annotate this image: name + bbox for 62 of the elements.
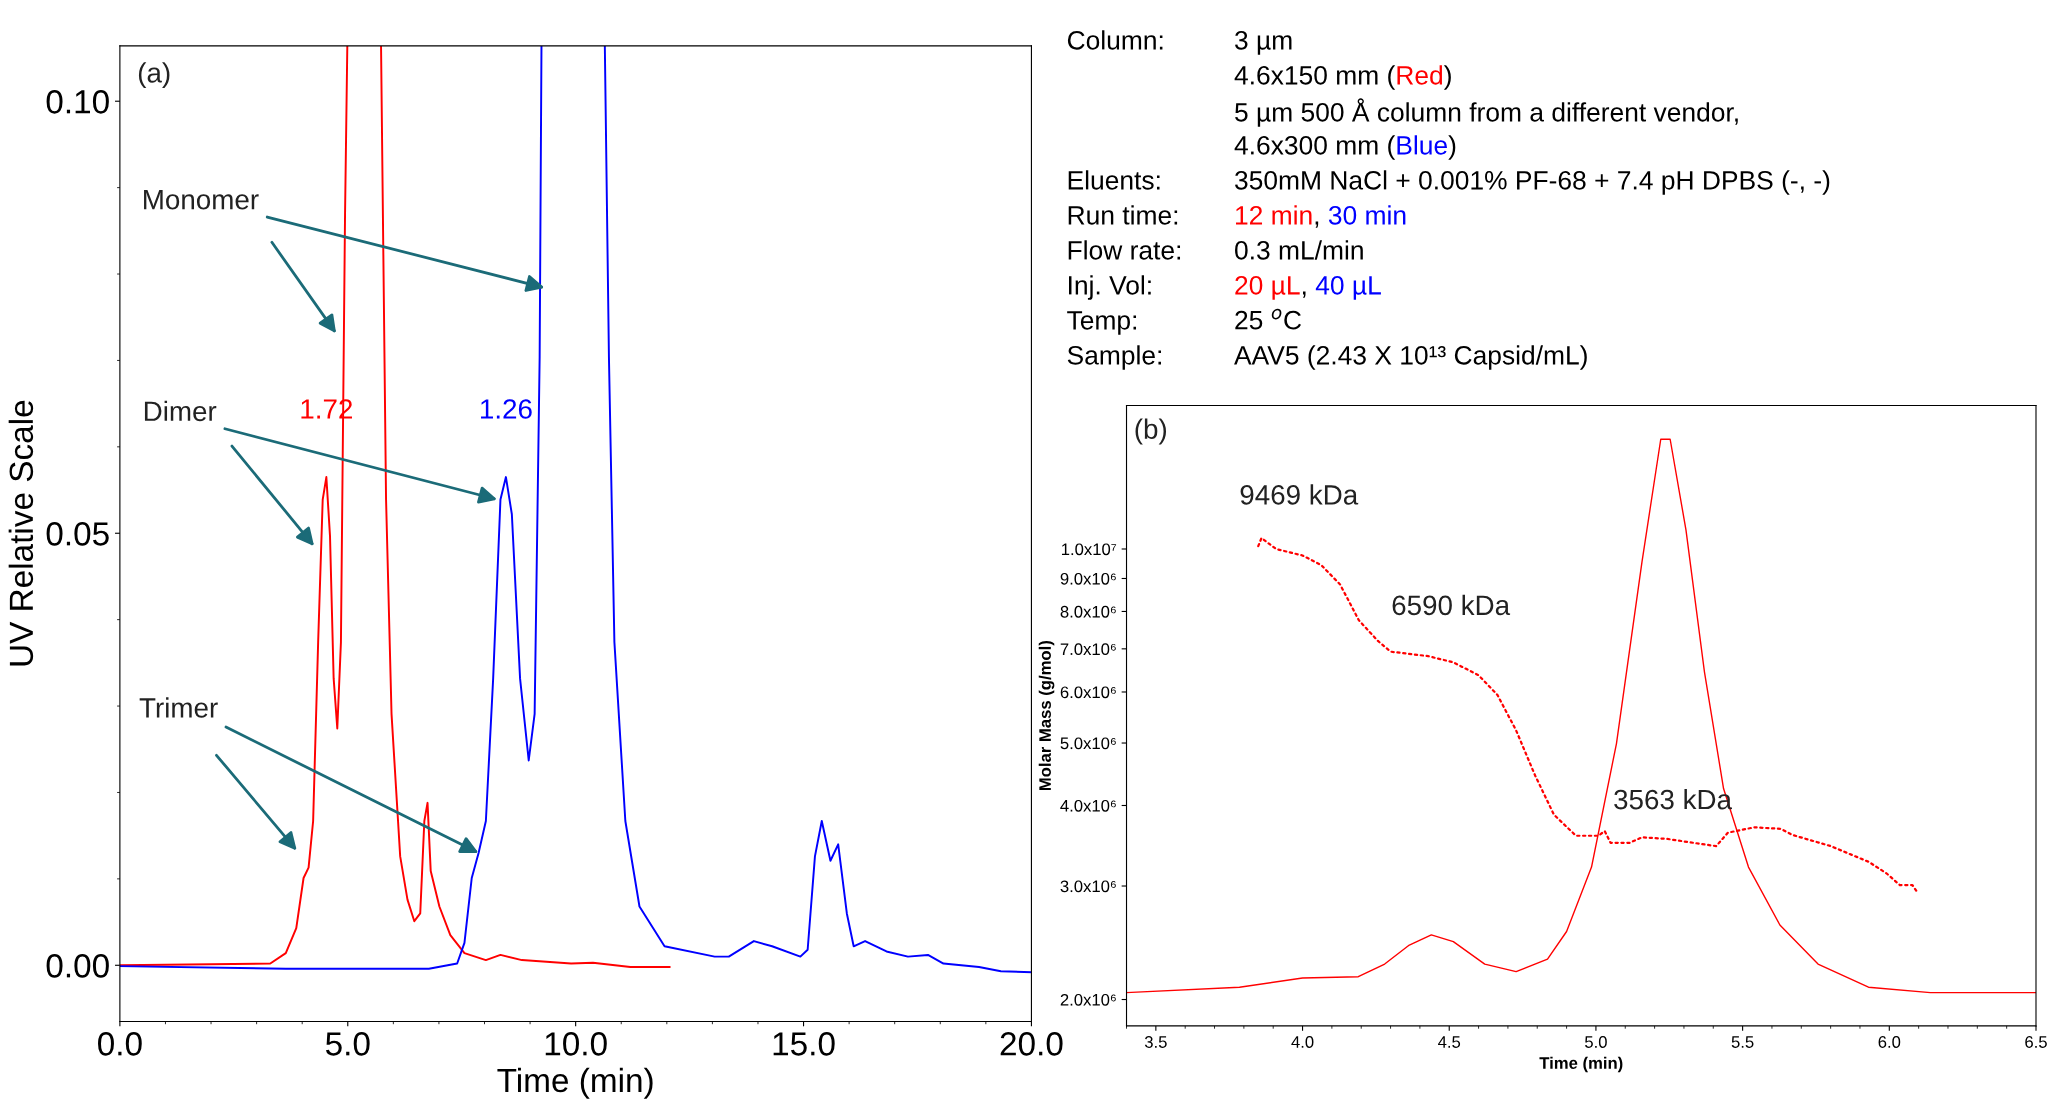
annotation: Trimer	[139, 697, 218, 718]
annotation: Dimer	[144, 400, 217, 422]
y-axis-title: UV Relative Scale	[8, 400, 34, 666]
x-tick-label: 5.0	[1585, 1036, 1607, 1048]
y-tick-label: 0.00	[46, 954, 109, 978]
x-tick-label: 6.5	[2025, 1036, 2047, 1048]
annotation: 1.26	[481, 399, 532, 419]
text: 5 µm 500 Å column from a different vendor,	[1235, 98, 1738, 127]
text: Inj. Vol:	[1069, 275, 1151, 300]
text: 350mM NaCl + 0.001% PF-68 + 7.4 pH DPBS (-, -)	[1235, 170, 1830, 195]
text: 0.3 mL/min	[1235, 240, 1363, 260]
annotation: Monomer	[144, 190, 259, 210]
text: Temp:	[1067, 311, 1137, 335]
text: 20 µL	[1235, 275, 1300, 300]
text: ,	[1315, 221, 1319, 228]
text: ,	[1302, 291, 1306, 298]
text: 30 min	[1328, 205, 1406, 225]
y-tick-label: 0.05	[46, 522, 109, 546]
annotation: (b)	[1135, 418, 1167, 445]
y-tick-label: 6.0x10⁶	[1060, 686, 1116, 699]
x-tick-label: 10.0	[545, 1032, 607, 1056]
x-tick-label: 0.0	[98, 1032, 142, 1056]
text: )	[1448, 135, 1456, 160]
line-series	[1257, 536, 1919, 894]
x-tick-label: 4.0	[1291, 1036, 1314, 1048]
y-axis-title: Molar Mass (g/mol)	[1038, 641, 1055, 791]
x-tick-label: 3.5	[1144, 1036, 1167, 1048]
annotation: (a)	[138, 62, 170, 89]
y-tick-label: 7.0x10⁶	[1060, 643, 1116, 656]
text: AAV5 (2.43 X 10¹³ Capsid/mL)	[1234, 345, 1587, 370]
text: Sample:	[1067, 345, 1161, 370]
y-tick-label: 4.0x10⁶	[1060, 799, 1116, 812]
y-tick-label: 3.0x10⁶	[1060, 880, 1116, 893]
text: 4.6x300 mm (	[1234, 135, 1396, 160]
text: Blue	[1397, 135, 1447, 155]
x-axis-title: Time (min)	[497, 1067, 653, 1099]
text: 40 µL	[1315, 275, 1381, 300]
annotation: 6590 kDa	[1392, 594, 1511, 616]
y-tick-label: 2.0x10⁶	[1060, 993, 1116, 1006]
x-tick-label: 5.5	[1731, 1036, 1754, 1048]
text: )	[1443, 65, 1451, 90]
x-tick-label: 15.0	[773, 1032, 835, 1056]
x-tick-label: 6.0	[1878, 1036, 1901, 1048]
text: Eluents:	[1068, 170, 1160, 190]
text: Flow rate:	[1068, 240, 1181, 260]
text: Run time:	[1068, 205, 1178, 225]
text: Red	[1397, 65, 1443, 85]
text: Column:	[1067, 30, 1163, 50]
y-tick-label: 5.0x10⁶	[1060, 737, 1116, 750]
text: 3 µm	[1235, 30, 1292, 55]
x-tick-label: 4.5	[1438, 1036, 1461, 1048]
y-tick-label: 8.0x10⁶	[1060, 605, 1116, 618]
x-axis-title: Time (min)	[1539, 1056, 1623, 1073]
y-tick-label: 9.0x10⁶	[1060, 572, 1116, 585]
x-tick-label: 5.0	[325, 1032, 370, 1056]
y-tick-label: 0.10	[46, 90, 109, 114]
y-tick-label: 1.0x10⁷	[1062, 543, 1117, 556]
text: 12 min	[1236, 205, 1312, 225]
x-tick-label: 20.0	[1000, 1032, 1063, 1056]
annotation: 9469 kDa	[1240, 484, 1359, 505]
text: 25 $^{o}$C	[1235, 308, 1302, 330]
text: 4.6x150 mm (	[1234, 65, 1396, 90]
